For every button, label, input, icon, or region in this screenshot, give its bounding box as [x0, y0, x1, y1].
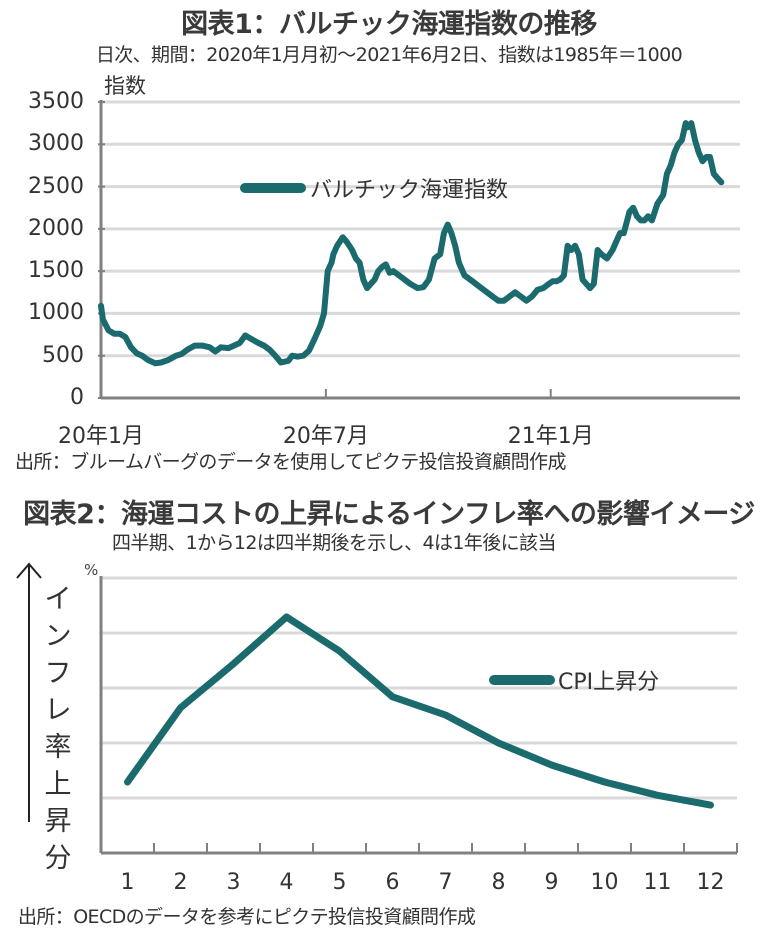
chart2-xtick-label: 10: [590, 870, 619, 895]
chart2-subtitle: 四半期、1から12は四半期後を示し、4は1年後に該当: [112, 532, 556, 554]
chart2-xtick-label: 7: [438, 870, 453, 895]
chart2-ylabel-char: 分: [44, 843, 72, 874]
chart2-title: 図表2：海運コストの上昇によるインフレ率への影響イメージ: [23, 499, 755, 530]
chart1-xtick-label: 20年7月: [282, 424, 369, 449]
up-arrow-icon: [16, 562, 42, 822]
chart1-ytick-label: 2000: [28, 215, 84, 241]
chart2-legend-swatch: [489, 675, 555, 685]
chart1-ytick-label: 3500: [28, 89, 84, 114]
chart1-xtick-label: 20年1月: [58, 424, 144, 449]
chart1-ylabel: 指数: [104, 74, 146, 98]
chart1-legend-label: バルチック海運指数: [310, 178, 509, 203]
chart2-legend: CPI上昇分: [489, 664, 659, 696]
chart2-yunit: %: [84, 561, 99, 579]
chart2-series-line: [124, 613, 714, 809]
chart1-ytick-label: 1000: [28, 300, 84, 326]
chart1-ytick-label: 3000: [28, 131, 84, 157]
chart1-title: 図表1：バルチック海運指数の推移: [181, 9, 597, 40]
chart2-xtick-label: 5: [332, 870, 347, 895]
chart1-source: 出所：ブルームバーグのデータを使用してピクテ投信投資顧問作成: [15, 451, 566, 473]
chart2-ylabel-char: イ: [44, 584, 72, 615]
chart1-subtitle: 日次、期間：2020年1月月初～2021年6月2日、指数は1985年＝1000: [95, 44, 683, 66]
chart2-ylabel-char: 上: [44, 769, 72, 800]
chart1-ytick-label: 2500: [28, 173, 84, 199]
chart2-ylabel: インフレ率上昇分: [43, 585, 73, 881]
chart1-legend: バルチック海運指数: [240, 172, 508, 204]
chart2-xtick-label: 3: [226, 870, 241, 895]
chart2-ylabel-char: レ: [44, 695, 72, 726]
chart2-legend-label: CPI上昇分: [558, 670, 660, 695]
chart2-xtick-label: 12: [696, 870, 725, 895]
chart2-xtick-label: 1: [120, 870, 135, 895]
chart2-xtick-label: 11: [643, 870, 672, 895]
chart2-xtick-label: 6: [385, 870, 400, 895]
chart1-legend-swatch: [240, 183, 306, 193]
chart1-ytick-label: 0: [70, 385, 84, 410]
chart2-ylabel-char: フ: [44, 658, 72, 689]
chart2-ylabel-char: 率: [44, 732, 72, 763]
chart2-xtick-label: 4: [279, 870, 294, 895]
chart2-xtick-label: 8: [491, 870, 506, 895]
chart1-ytick-label: 1500: [28, 258, 84, 284]
chart2-xtick-label: 2: [173, 870, 188, 895]
chart2-xtick-label: 9: [544, 870, 559, 895]
chart1-ytick-label: 500: [42, 342, 84, 368]
chart2-source: 出所：OECDのデータを参考にピクテ投信投資顧問作成: [18, 906, 476, 928]
chart2-ylabel-char: 昇: [44, 806, 72, 837]
chart1-xtick-label: 21年1月: [507, 424, 594, 449]
chart2-ylabel-char: ン: [44, 621, 72, 652]
